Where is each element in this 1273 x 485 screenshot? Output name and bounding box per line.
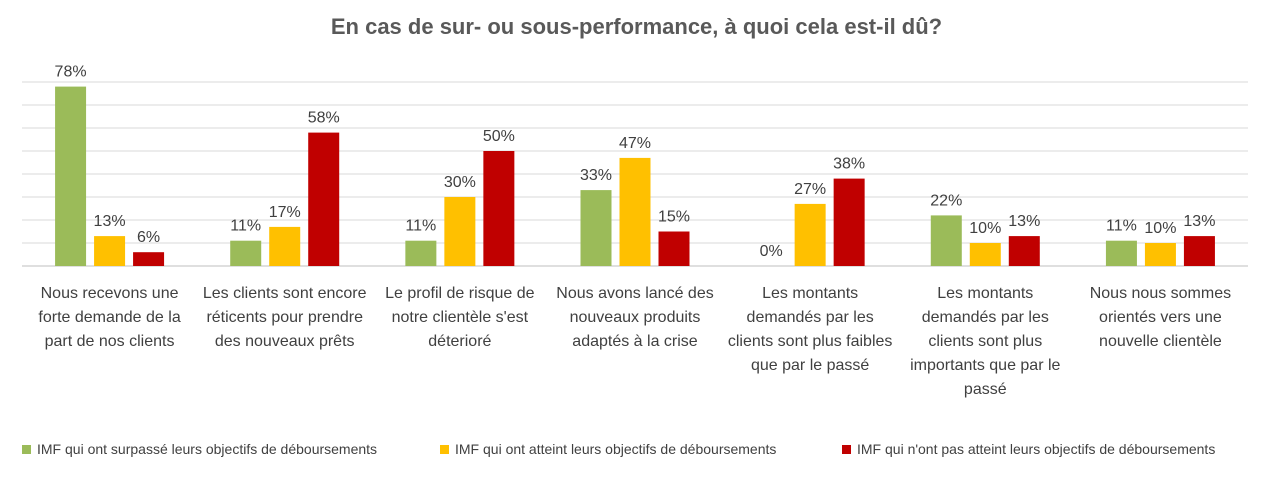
category-label: Les montants demandés par les clients so… (910, 285, 1061, 398)
bar (580, 190, 612, 266)
data-label: 22% (930, 192, 962, 209)
data-label: 10% (969, 220, 1001, 237)
data-label: 11% (405, 218, 436, 235)
data-label: 0% (760, 243, 783, 260)
bar (269, 226, 301, 266)
bar (658, 231, 690, 266)
legend-swatch (440, 444, 449, 454)
bar (969, 243, 1001, 266)
data-label: 13% (1183, 213, 1215, 230)
bar (1008, 236, 1040, 266)
category-label: Le profil de risque de notre clientèle s… (385, 285, 535, 350)
bar (94, 236, 126, 266)
legend-label: IMF qui ont surpassé leurs objectifs de … (37, 441, 378, 457)
bar (55, 86, 87, 266)
bar (1105, 240, 1137, 266)
data-label: 11% (1106, 218, 1137, 235)
bar (619, 157, 651, 266)
bar (483, 151, 515, 266)
data-labels: 78% 13% 6% 11% 17% 58% 11% 30% 50% 33% 47% 15% 0% 27%… (55, 64, 1216, 260)
legend-label: IMF qui ont atteint leurs objectifs de d… (455, 441, 777, 457)
category-label: Les montants demandés par les clients so… (727, 285, 893, 374)
legend-item: IMF qui ont atteint leurs objectifs de d… (440, 441, 776, 457)
bar (308, 132, 340, 266)
legend-item: IMF qui n'ont pas atteint leurs objectif… (842, 441, 1215, 457)
data-label: 38% (833, 156, 865, 173)
category-label: Nous nous sommes orientés vers une nouve… (1089, 285, 1232, 350)
bar (930, 215, 962, 266)
bar (833, 178, 865, 266)
bar (230, 240, 262, 266)
category-label: Nous recevons une forte demande de la pa… (38, 285, 181, 350)
data-label: 15% (658, 209, 690, 226)
category-label: Nous avons lancé des nouveaux produits a… (556, 285, 714, 350)
category-label: Les clients sont encore réticents pour p… (202, 285, 367, 350)
legend-item: IMF qui ont surpassé leurs objectifs de … (22, 441, 377, 457)
data-label: 50% (483, 128, 515, 145)
data-label: 27% (794, 181, 826, 198)
bar (1144, 243, 1176, 266)
legend-label: IMF qui n'ont pas atteint leurs objectif… (857, 441, 1216, 457)
data-label: 47% (619, 135, 651, 152)
chart-title: En cas de sur- ou sous-performance, à qu… (330, 14, 943, 39)
data-label: 78% (55, 64, 87, 81)
bar (794, 203, 826, 266)
legend: IMF qui ont surpassé leurs objectifs de … (0, 441, 1273, 463)
data-label: 13% (1008, 213, 1040, 230)
bar (444, 197, 476, 266)
bar (1183, 236, 1215, 266)
legend-swatch (842, 444, 851, 454)
data-label: 10% (1144, 220, 1176, 237)
data-label: 17% (269, 204, 301, 221)
legend-swatch (22, 444, 31, 454)
data-label: 33% (580, 167, 612, 184)
data-label: 6% (137, 229, 160, 246)
bar-series (55, 86, 1215, 266)
data-label: 13% (94, 213, 126, 230)
data-label: 58% (308, 110, 340, 127)
bar-chart: 78% 13% 6% 11% 17% 58% 11% 30% 50% 33% 47% 15% 0% 27%… (22, 64, 1248, 267)
data-label: 30% (444, 174, 476, 191)
bar (405, 240, 437, 266)
bar (133, 252, 165, 266)
data-label: 11% (230, 218, 261, 235)
